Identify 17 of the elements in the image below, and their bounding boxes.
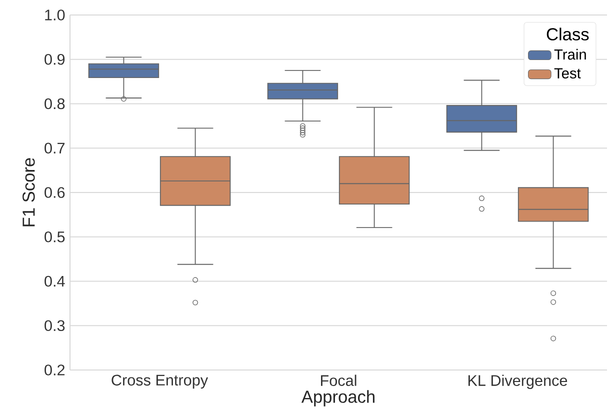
y-tick-label: 1.0 (45, 10, 65, 20)
x-axis-title: Approach (301, 390, 374, 406)
x-tick-label: KL Divergence (468, 374, 568, 389)
x-tick-label: Cross Entropy (112, 374, 208, 389)
x-tick-label: Focal (321, 374, 356, 386)
y-axis-title: F1 Score (22, 158, 35, 226)
y-tick-label: 0.2 (44, 364, 65, 376)
y-tick-label: 0.8 (44, 98, 65, 110)
y-tick-label: 0.6 (44, 187, 65, 198)
y-tick-label: 0.5 (44, 231, 65, 242)
y-tick-label: 0.4 (44, 276, 65, 287)
y-tick-label: 0.3 (44, 320, 65, 332)
legend-label: Test (554, 68, 581, 78)
y-tick-label: 0.7 (44, 142, 65, 154)
legend-label: Train (554, 48, 586, 60)
y-tick-label: 0.9 (44, 54, 65, 65)
legend-title: Class (546, 28, 589, 40)
